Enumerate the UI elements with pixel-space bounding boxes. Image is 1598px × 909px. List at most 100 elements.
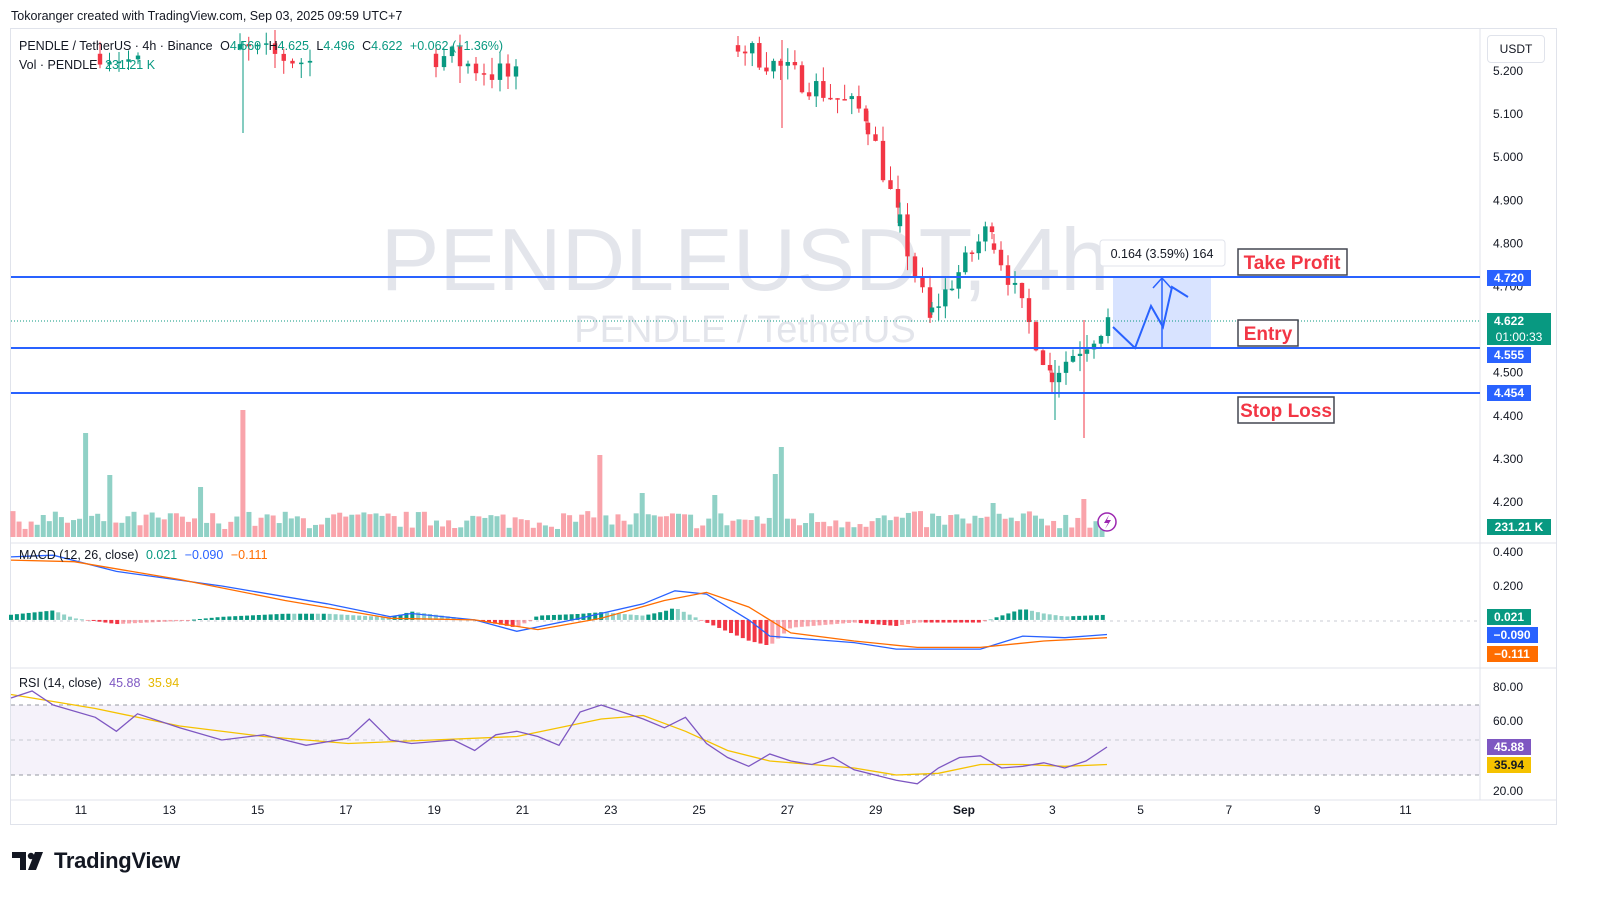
volume-bar-35 bbox=[222, 528, 228, 537]
chart-frame[interactable] bbox=[10, 28, 1557, 825]
volume-bar-2 bbox=[22, 528, 28, 537]
projection-path[interactable] bbox=[1112, 285, 1189, 350]
volume-bar-7 bbox=[52, 511, 58, 537]
volume-bar-142 bbox=[869, 521, 875, 537]
volume-bar-50 bbox=[313, 524, 318, 537]
candle-49 bbox=[897, 202, 903, 233]
macd-hist-bar-97 bbox=[581, 613, 586, 620]
macd-hist-bar-151 bbox=[900, 619, 905, 626]
volume-bar-154 bbox=[942, 524, 948, 537]
volume-bar-149 bbox=[911, 511, 917, 537]
volume-legend[interactable]: Vol · PENDLE 231.21 K bbox=[19, 58, 159, 72]
volume-bar-75 bbox=[464, 520, 470, 537]
macd-hist-bar-49 bbox=[298, 613, 303, 620]
volume-bar-86 bbox=[530, 527, 536, 537]
legend-high: 4.625 bbox=[277, 39, 309, 53]
macd-hist-bar-136 bbox=[811, 619, 816, 626]
time-tick-6: 23 bbox=[604, 803, 618, 817]
volume-bar-54 bbox=[337, 512, 343, 537]
macd-hist-bar-113 bbox=[675, 609, 680, 620]
candle-28 bbox=[757, 36, 762, 70]
volume-bar-143 bbox=[875, 518, 881, 537]
volume-bar-33 bbox=[210, 513, 216, 537]
badge-macd: −0.090 bbox=[1487, 627, 1538, 643]
volume-bar-125 bbox=[766, 517, 772, 537]
time-tick-13: 7 bbox=[1226, 803, 1233, 817]
macd-signal-line[interactable] bbox=[10, 559, 1108, 649]
macd-hist-bar-0 bbox=[9, 614, 13, 620]
macd-line[interactable] bbox=[10, 554, 1108, 650]
time-axis[interactable]: 11 13 15 17 19 21 23 25 27 29 Sep 3 5 7 9 11 bbox=[75, 803, 1412, 817]
rsi-legend[interactable]: RSI (14, close) 45.88 35.94 bbox=[19, 676, 183, 690]
time-tick-8: 27 bbox=[781, 803, 795, 817]
macd-hist-bar-46 bbox=[280, 613, 285, 620]
volume-bar-116 bbox=[712, 495, 718, 537]
volume-bar-172 bbox=[1051, 520, 1057, 537]
volume-bar-97 bbox=[597, 455, 603, 537]
legend-close: 4.622 bbox=[371, 39, 403, 53]
rsi-line[interactable] bbox=[10, 690, 1108, 785]
volume-bar-30 bbox=[192, 518, 197, 537]
main-legend[interactable]: PENDLE / TetherUS · 4h · Binance O4.560 … bbox=[19, 39, 507, 53]
volume-bar-158 bbox=[966, 523, 972, 537]
macd-hist-bar-70 bbox=[422, 613, 427, 620]
macd-hist-bar-43 bbox=[262, 614, 267, 620]
macd-hist-bar-5 bbox=[38, 611, 43, 620]
macd-hist-bar-175 bbox=[1041, 613, 1046, 620]
volume-bar-114 bbox=[700, 525, 706, 537]
volume-bar-101 bbox=[621, 520, 627, 537]
lightning-icon[interactable] bbox=[1097, 512, 1117, 532]
volume-bar-161 bbox=[984, 516, 990, 537]
brand-logo[interactable]: TradingView bbox=[12, 848, 180, 874]
candle-37 bbox=[821, 67, 826, 102]
macd-hist-bar-143 bbox=[852, 619, 857, 623]
currency-selector[interactable]: USDT bbox=[1487, 35, 1545, 63]
price-axis[interactable]: 5.2005.1005.0004.9004.8004.7004.6004.500… bbox=[1493, 64, 1523, 509]
macd-histogram bbox=[9, 608, 1105, 645]
macd-hist-bar-63 bbox=[380, 616, 385, 620]
volume-bar-76 bbox=[470, 515, 476, 537]
legend-h-label: H bbox=[268, 39, 278, 53]
candle-70 bbox=[1033, 320, 1039, 352]
macd-hist-bar-30 bbox=[186, 619, 191, 621]
volume-bar-133 bbox=[815, 521, 821, 537]
measure-tooltip: 0.164 (3.59%) 164 bbox=[1099, 239, 1226, 267]
volume-bar-152 bbox=[930, 513, 936, 537]
candle-9 bbox=[272, 30, 278, 69]
macd-hist-bar-67 bbox=[404, 612, 409, 620]
take-profit-label[interactable]: Take Profit bbox=[1237, 248, 1348, 276]
macd-hist-bar-52 bbox=[315, 613, 320, 620]
macd-hist-bar-13 bbox=[85, 619, 90, 621]
price-tick-9: 4.300 bbox=[1493, 452, 1523, 466]
macd-hist-bar-87 bbox=[522, 619, 527, 624]
stop-loss-label[interactable]: Stop Loss bbox=[1237, 396, 1335, 424]
macd-hist-bar-23 bbox=[144, 619, 149, 623]
macd-hist-bar-55 bbox=[333, 614, 338, 620]
macd-hist-bar-155 bbox=[923, 619, 928, 623]
volume-bar-139 bbox=[851, 527, 857, 537]
candle-71 bbox=[1040, 349, 1046, 366]
candle-54 bbox=[929, 302, 935, 315]
volume-bar-112 bbox=[688, 514, 694, 537]
macd-hist-bar-92 bbox=[551, 614, 556, 620]
price-tick-3: 4.900 bbox=[1493, 193, 1523, 207]
candle-45 bbox=[873, 126, 878, 142]
volume-bar-93 bbox=[573, 521, 579, 537]
macd-legend[interactable]: MACD (12, 26, close) 0.021 −0.090 −0.111 bbox=[19, 548, 272, 562]
volume-bar-29 bbox=[185, 521, 191, 537]
volume-bar-155 bbox=[948, 515, 954, 537]
volume-bar-92 bbox=[567, 515, 573, 537]
rsi-legend-label: RSI (14, close) bbox=[19, 676, 102, 690]
macd-hist-bar-47 bbox=[286, 613, 291, 620]
watermark-pair: PENDLE / TetherUS bbox=[574, 309, 915, 351]
badge-entry-text: 4.555 bbox=[1494, 348, 1524, 362]
volume-bar-108 bbox=[663, 516, 669, 537]
badge-rsi-text: 45.88 bbox=[1494, 740, 1524, 754]
macd-hist-bar-90 bbox=[540, 615, 545, 620]
volume-bar-164 bbox=[1002, 518, 1008, 537]
macd-hist-bar-135 bbox=[805, 619, 810, 627]
entry-label[interactable]: Entry bbox=[1237, 319, 1299, 347]
macd-hist-bar-120 bbox=[717, 619, 722, 628]
volume-bar-135 bbox=[827, 526, 833, 537]
